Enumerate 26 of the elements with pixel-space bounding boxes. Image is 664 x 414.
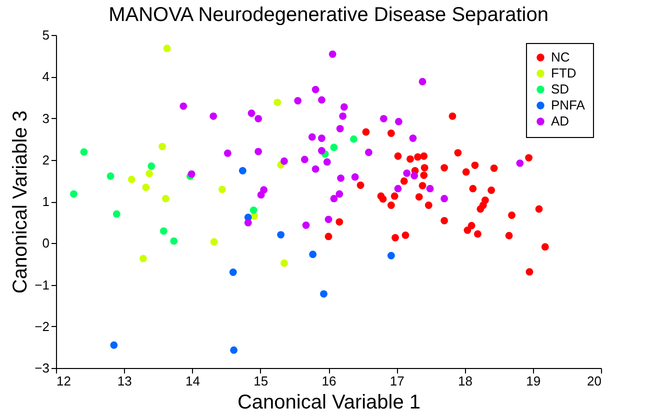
y-tick-label: 5 [42,28,50,42]
x-tick-label: 12 [56,374,71,388]
x-tick-label: 17 [390,374,404,388]
x-axis-title: Canonical Variable 1 [237,392,421,414]
legend-label: NC [551,50,570,64]
legend-label: PNFA [551,98,586,112]
y-axis-title: Canonical Variable 3 [10,110,32,294]
legend-label: FTD [551,66,576,80]
x-tick-label: 13 [117,374,132,388]
x-tick-label: 19 [526,374,541,388]
x-tick-label: 18 [458,374,472,388]
y-tick-label: 2 [42,152,50,168]
y-tick-label: −2 [34,318,50,334]
x-tick-label: 20 [587,374,602,388]
y-tick-label: 0 [42,236,50,251]
legend-label: AD [551,114,570,128]
legend-label: SD [551,82,570,96]
y-tick-label: −1 [34,277,50,292]
y-tick-label: 3 [42,110,50,126]
y-tick-label: 4 [42,69,50,84]
y-tick-label: −3 [34,360,50,376]
chart-title: MANOVA Neurodegenerative Disease Separation [108,4,548,26]
x-tick-label: 16 [322,374,336,388]
x-tick-label: 15 [254,374,268,388]
y-tick-label: 1 [42,194,50,209]
x-tick-label: 14 [186,374,200,388]
